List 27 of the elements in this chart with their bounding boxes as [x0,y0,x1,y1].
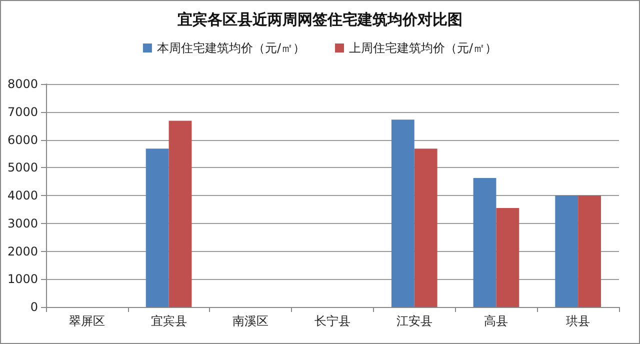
x-tick-label: 江安县 [396,314,432,328]
x-tick-label: 珙县 [566,314,590,328]
y-tick-label: 7000 [7,104,38,119]
bar [496,208,520,307]
x-tick-label: 南溪区 [232,314,269,328]
bar [473,178,496,307]
x-tick-label: 高县 [484,314,508,328]
x-tick-label: 宜宾县 [150,314,187,328]
y-tick-label: 1000 [7,272,38,286]
x-tick-label: 翠屏区 [68,314,105,328]
y-tick-label: 0 [30,300,38,314]
y-tick-label: 8000 [7,77,38,91]
chart-title: 宜宾各区县近两周网签住宅建筑均价对比图 [178,10,462,28]
bar [555,196,578,307]
y-tick-label: 5000 [7,160,38,175]
bar [391,120,414,307]
legend-label: 上周住宅建筑均价（元/㎡） [349,41,498,55]
bar [414,148,438,307]
bar [146,148,169,307]
x-tick-label: 长宁县 [314,314,350,328]
y-tick-label: 6000 [7,132,38,147]
y-tick-label: 4000 [7,188,38,202]
bar [578,196,601,307]
bar [168,120,192,307]
y-tick-label: 3000 [7,216,38,230]
legend-label: 本周住宅建筑均价（元/㎡） [156,41,306,55]
y-tick-label: 2000 [7,244,38,258]
